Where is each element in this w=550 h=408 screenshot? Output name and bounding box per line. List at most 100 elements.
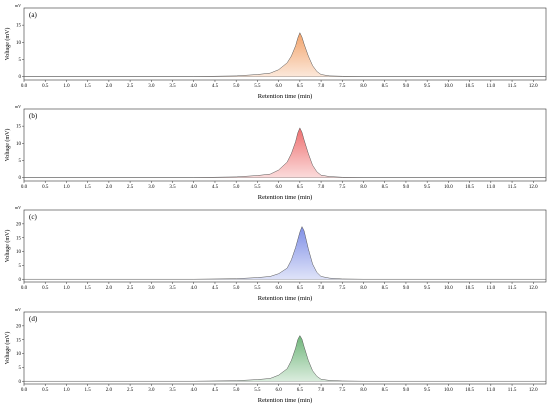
x-tick-label: 1.0 <box>63 286 70 291</box>
x-tick-label: 10.5 <box>465 185 474 190</box>
x-tick-label: 4.5 <box>212 286 219 291</box>
x-tick-label: 5.5 <box>254 185 261 190</box>
y-tick-label: 15 <box>16 125 22 130</box>
x-tick-label: 8.5 <box>382 388 389 393</box>
x-tick-label: 5.0 <box>233 388 240 393</box>
y-unit-label: mV <box>15 104 21 109</box>
y-tick-label: 10 <box>16 142 22 147</box>
x-tick-label: 6.5 <box>297 84 304 89</box>
x-tick-label: 10.5 <box>465 388 474 393</box>
signal-line <box>24 226 546 280</box>
x-tick-label: 3.5 <box>169 388 176 393</box>
x-tick-label: 1.5 <box>85 84 92 89</box>
plot-frame <box>23 108 547 182</box>
x-tick-label: 2.5 <box>127 84 134 89</box>
x-tick-label: 9.5 <box>424 388 431 393</box>
x-tick-label: 0.5 <box>42 286 49 291</box>
x-tick-label: 1.5 <box>85 388 92 393</box>
x-tick-label: 10.5 <box>465 286 474 291</box>
x-tick-label: 8.0 <box>360 185 367 190</box>
y-tick-label: 5 <box>19 264 22 269</box>
x-tick-label: 4.5 <box>212 84 219 89</box>
x-tick-label: 11.0 <box>487 286 496 291</box>
x-tick-label: 5.0 <box>233 84 240 89</box>
x-tick-label: 0.0 <box>21 286 28 291</box>
x-tick-label: 1.5 <box>85 286 92 291</box>
x-tick-label: 3.5 <box>169 185 176 190</box>
x-tick-label: 9.5 <box>424 286 431 291</box>
x-tick-label: 2.5 <box>127 388 134 393</box>
y-tick-label: 5 <box>19 159 22 164</box>
x-tick-label: 1.0 <box>63 388 70 393</box>
x-tick-label: 9.5 <box>424 84 431 89</box>
x-tick-label: 4.5 <box>212 185 219 190</box>
x-tick-label: 5.5 <box>254 84 261 89</box>
panel-label: (c) <box>29 213 37 221</box>
x-tick-label: 1.0 <box>63 84 70 89</box>
x-tick-label: 11.5 <box>508 286 517 291</box>
x-tick-label: 12.0 <box>529 286 538 291</box>
signal-line <box>24 127 546 178</box>
x-tick-label: 11.5 <box>508 388 517 393</box>
y-tick-label: 20 <box>16 222 22 227</box>
x-tick-label: 12.0 <box>529 185 538 190</box>
x-tick-label: 2.0 <box>106 286 113 291</box>
x-tick-label: 1.0 <box>63 185 70 190</box>
x-tick-label: 5.0 <box>233 286 240 291</box>
x-tick-label: 2.5 <box>127 185 134 190</box>
y-unit-label: mV <box>15 205 21 210</box>
x-tick-label: 7.5 <box>339 388 346 393</box>
x-tick-label: 7.0 <box>318 185 325 190</box>
plot-frame <box>23 209 547 283</box>
x-tick-label: 7.5 <box>339 286 346 291</box>
y-tick-label: 10 <box>16 41 22 46</box>
x-axis-label: Retention time (min) <box>258 397 313 404</box>
y-tick-label: 15 <box>16 338 22 343</box>
x-tick-label: 5.5 <box>254 286 261 291</box>
x-tick-label: 7.0 <box>318 388 325 393</box>
x-axis-label: Retention time (min) <box>258 93 313 100</box>
peak-area <box>24 32 546 77</box>
x-tick-label: 6.0 <box>276 185 283 190</box>
x-tick-label: 3.0 <box>148 388 155 393</box>
x-tick-label: 8.5 <box>382 286 389 291</box>
x-tick-label: 11.0 <box>487 185 496 190</box>
panel-label: (b) <box>29 112 38 120</box>
x-tick-label: 6.0 <box>276 388 283 393</box>
signal-line <box>24 32 546 77</box>
x-tick-label: 8.0 <box>360 84 367 89</box>
y-tick-label: 0 <box>19 75 22 80</box>
x-tick-label: 11.0 <box>487 84 496 89</box>
x-tick-label: 10.0 <box>444 286 453 291</box>
x-tick-label: 9.0 <box>403 388 410 393</box>
x-tick-label: 0.0 <box>21 185 28 190</box>
x-tick-label: 1.5 <box>85 185 92 190</box>
x-tick-label: 2.5 <box>127 286 134 291</box>
x-tick-label: 7.0 <box>318 286 325 291</box>
y-tick-label: 10 <box>16 352 22 357</box>
y-unit-label: mV <box>15 3 21 8</box>
x-tick-label: 2.0 <box>106 84 113 89</box>
x-tick-label: 9.0 <box>403 286 410 291</box>
x-tick-label: 9.0 <box>403 84 410 89</box>
x-tick-label: 4.0 <box>191 388 198 393</box>
y-tick-label: 5 <box>19 366 22 371</box>
x-tick-label: 7.5 <box>339 84 346 89</box>
y-axis-label: Voltage (mV) <box>4 129 11 162</box>
x-axis-label: Retention time (min) <box>258 295 313 302</box>
peak-area <box>24 226 546 280</box>
x-tick-label: 10.0 <box>444 84 453 89</box>
x-tick-label: 12.0 <box>529 388 538 393</box>
chart-panel-b: 0.0 0.5 1.0 1.5 2.0 2.5 3.0 3.5 4.0 4.5 5.0 5.5 6.0 6… <box>4 104 547 201</box>
x-tick-label: 6.0 <box>276 84 283 89</box>
x-tick-label: 0.0 <box>21 388 28 393</box>
x-tick-label: 0.5 <box>42 84 49 89</box>
x-tick-label: 5.0 <box>233 185 240 190</box>
x-tick-label: 10.5 <box>465 84 474 89</box>
x-tick-label: 4.5 <box>212 388 219 393</box>
y-tick-label: 10 <box>16 250 22 255</box>
x-tick-label: 3.0 <box>148 84 155 89</box>
x-tick-label: 3.0 <box>148 286 155 291</box>
x-tick-label: 2.0 <box>106 388 113 393</box>
